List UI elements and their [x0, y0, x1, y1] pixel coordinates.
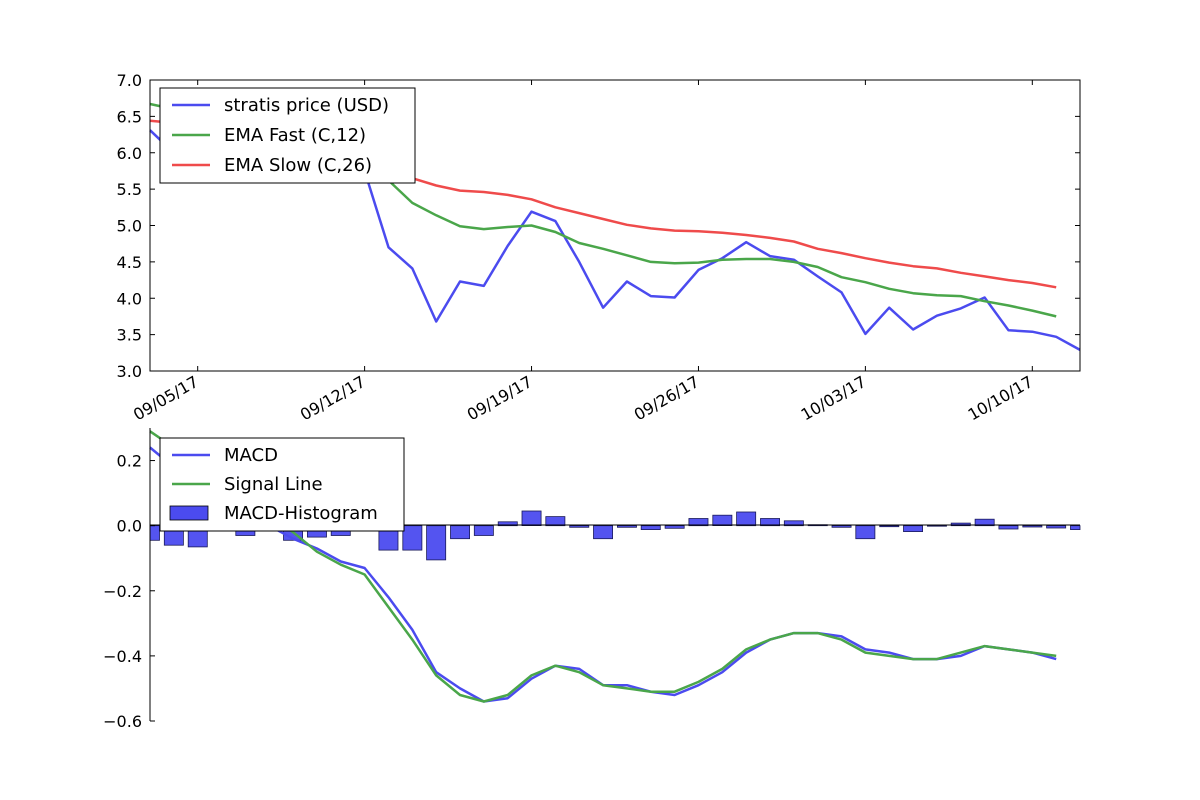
y-tick-label: 3.0: [117, 362, 142, 381]
legend-ema-fast-label: EMA Fast (C,12): [224, 125, 366, 146]
histogram-bar: [521, 510, 542, 527]
y-tick-label: −0.4: [103, 647, 142, 666]
legend-histogram-label: MACD-Histogram: [224, 503, 378, 524]
histogram-bar: [593, 525, 614, 540]
histogram-bar: [664, 525, 685, 529]
price-y-axis: 3.0 3.5 4.0 4.5 5.0 5.5 6.0 6.5 7.0: [117, 71, 1080, 381]
legend-histogram-swatch: [169, 505, 209, 521]
histogram-bar: [831, 525, 852, 528]
histogram-bar: [569, 525, 590, 528]
histogram-bar: [950, 522, 971, 527]
y-tick-label: 3.5: [117, 326, 142, 345]
macd-chart: −0.6 −0.4 −0.2 0.0 0.2 MACD Signal Line MACD…: [103, 428, 1081, 731]
histogram-bar: [617, 525, 637, 528]
histogram-bar: [545, 516, 566, 527]
y-tick-label: −0.6: [103, 712, 142, 731]
histogram-bar: [712, 514, 733, 527]
histogram-bar: [402, 525, 423, 551]
y-tick-label: 6.5: [117, 107, 142, 126]
histogram-bar: [760, 518, 781, 527]
histogram-bar: [1070, 525, 1081, 531]
y-tick-label: 4.0: [117, 289, 142, 308]
legend-signal-label: Signal Line: [224, 474, 323, 495]
histogram-bar: [1046, 525, 1067, 529]
price-plot-frame: [149, 79, 1081, 372]
y-tick-label: 0.2: [117, 452, 142, 471]
macd-y-axis: −0.6 −0.4 −0.2 0.0 0.2: [103, 452, 155, 731]
macd-lines: [149, 430, 1057, 703]
histogram-bar: [450, 525, 471, 540]
histogram-bar: [640, 525, 661, 531]
legend-macd-label: MACD: [224, 445, 278, 466]
histogram-bar: [1022, 525, 1043, 528]
price-ema-chart: 3.03.54.04.55.05.56.06.57.0 09/05/17 09/1…: [117, 71, 1081, 424]
histogram-bar: [879, 525, 900, 528]
series-signal-line: [149, 430, 1057, 703]
histogram-bar: [473, 525, 494, 536]
legend-price-label: stratis price (USD): [224, 95, 389, 116]
y-tick-label: 6.0: [117, 144, 142, 163]
histogram-bar: [855, 525, 876, 540]
histogram-bar: [426, 525, 447, 561]
legend-ema-slow-label: EMA Slow (C,26): [224, 155, 372, 176]
histogram-bar: [783, 520, 804, 527]
histogram-bar: [927, 525, 947, 527]
histogram-bar: [149, 525, 160, 541]
y-tick-label: −0.2: [103, 582, 142, 601]
histogram-bar: [736, 511, 757, 527]
histogram-bar: [974, 518, 995, 527]
macd-histogram-bars: [149, 510, 1081, 561]
histogram-bar: [903, 525, 924, 533]
y-tick-label: 0.0: [117, 517, 142, 536]
y-tick-label: 7.0: [117, 71, 142, 90]
y-tick-label: 5.0: [117, 217, 142, 236]
price-legend: stratis price (USD) EMA Fast (C,12) EMA …: [159, 87, 416, 184]
histogram-bar: [497, 521, 518, 527]
macd-legend: MACD Signal Line MACD-Histogram: [159, 437, 405, 532]
y-tick-label: 5.5: [117, 180, 142, 199]
histogram-bar: [998, 525, 1019, 530]
y-tick-label: 4.5: [117, 253, 142, 272]
histogram-bar: [688, 518, 709, 527]
